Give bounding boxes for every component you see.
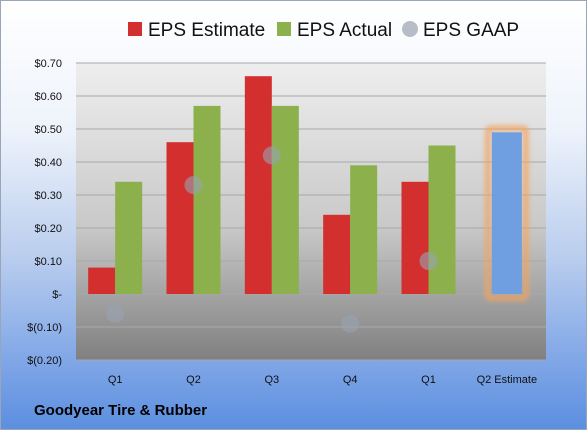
bar-eps-estimate: [323, 214, 351, 294]
y-tick-label: $0.50: [34, 124, 62, 136]
x-tick-label: Q1: [421, 374, 436, 386]
legend-label: EPS Actual: [297, 20, 392, 41]
point-eps-gaap: [184, 176, 203, 195]
legend-label: EPS Estimate: [148, 20, 265, 41]
x-tick-label: Q2: [186, 374, 201, 386]
legend-swatch: [402, 21, 418, 37]
y-tick-label: $0.10: [34, 256, 62, 268]
point-eps-gaap: [341, 314, 360, 333]
y-tick-label: $0.70: [34, 58, 62, 70]
plot-area: $0.70 $0.60 $0.50 $0.40 $0.30 $0.20 $0.10 $- $(0…: [27, 58, 546, 386]
y-tick-label: $(0.20): [27, 355, 62, 367]
legend-swatch: [128, 22, 142, 36]
bar-eps-actual: [271, 105, 299, 295]
bar-eps-estimate: [166, 142, 194, 294]
y-tick-label: $0.40: [34, 157, 62, 169]
legend-label: EPS GAAP: [423, 20, 519, 41]
legend: EPS Estimate EPS Actual EPS GAAP: [128, 20, 519, 41]
y-tick-label: $0.30: [34, 190, 62, 202]
point-eps-gaap: [419, 252, 438, 270]
x-tick-label: Q4: [343, 374, 358, 386]
forecast-glow: [484, 125, 529, 301]
x-tick-label: Q1: [108, 374, 123, 386]
bar-eps-actual: [193, 105, 221, 295]
y-tick-label: $-: [52, 289, 62, 301]
y-tick-label: $0.20: [34, 223, 62, 235]
legend-swatch: [277, 22, 291, 36]
plot-background: [76, 63, 546, 360]
company-name: Goodyear Tire & Rubber: [34, 402, 208, 419]
bar-eps-actual: [350, 165, 378, 294]
bar-eps-estimate: [88, 267, 116, 294]
bar-eps-actual: [115, 181, 143, 294]
bar-eps-actual: [428, 145, 456, 294]
y-tick-label: $0.60: [34, 91, 62, 103]
bar-q2-estimate: [491, 132, 522, 294]
x-tick-label: Q2 Estimate: [477, 374, 538, 386]
bar-eps-estimate: [244, 76, 272, 294]
point-eps-gaap: [106, 304, 125, 323]
bar-eps-estimate: [401, 181, 429, 294]
y-tick-label: $(0.10): [27, 322, 62, 334]
x-tick-label: Q3: [264, 374, 279, 386]
point-eps-gaap: [262, 146, 281, 165]
